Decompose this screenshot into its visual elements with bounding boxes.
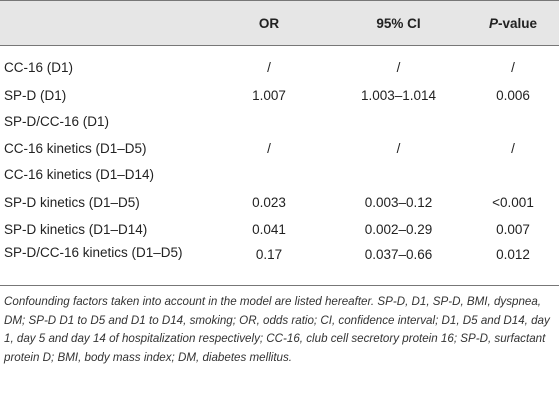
row-or: / bbox=[267, 141, 271, 156]
header-p-rest: -value bbox=[497, 16, 538, 31]
table-row: SP-D kinetics (D1–D5) 0.023 0.003–0.12 <… bbox=[0, 188, 559, 217]
table-footnote: Confounding factors taken into account i… bbox=[4, 295, 550, 364]
header-or: OR bbox=[258, 16, 280, 31]
row-p: 0.007 bbox=[496, 222, 530, 237]
row-or: / bbox=[267, 60, 271, 75]
row-p: 0.012 bbox=[496, 247, 530, 262]
table-header: OR 95% CI P-value bbox=[0, 0, 559, 46]
row-label: CC-16 kinetics (D1–D14) bbox=[4, 167, 155, 182]
row-p: / bbox=[511, 60, 515, 75]
header-p-italic: P bbox=[488, 16, 498, 31]
header-ci: 95% CI bbox=[376, 16, 421, 31]
row-label: SP-D kinetics (D1–D14) bbox=[4, 222, 148, 237]
table-row: CC-16 kinetics (D1–D5) / / / bbox=[0, 134, 559, 163]
row-ci: 0.037–0.66 bbox=[364, 247, 433, 262]
row-or: 0.041 bbox=[252, 222, 286, 237]
row-or bbox=[219, 160, 319, 189]
table-row: CC-16 kinetics (D1–D14) bbox=[0, 160, 559, 189]
table-bottom-rule bbox=[0, 285, 559, 286]
table-row: SP-D kinetics (D1–D14) 0.041 0.002–0.29 … bbox=[0, 215, 559, 244]
row-or bbox=[219, 107, 319, 136]
row-or: 0.17 bbox=[255, 247, 283, 262]
table-row: SP-D/CC-16 kinetics (D1–D5) 0.17 0.037–0… bbox=[0, 240, 559, 284]
row-label: CC-16 (D1) bbox=[4, 60, 74, 75]
row-p bbox=[465, 107, 559, 136]
row-p: / bbox=[511, 141, 515, 156]
table-row: SP-D/CC-16 (D1) bbox=[0, 107, 559, 136]
row-ci: / bbox=[396, 60, 401, 75]
table-row: SP-D (D1) 1.007 1.003–1.014 0.006 bbox=[0, 81, 559, 110]
row-label: SP-D/CC-16 (D1) bbox=[4, 114, 110, 129]
row-p bbox=[465, 160, 559, 189]
row-p: 0.006 bbox=[496, 88, 530, 103]
table-row: CC-16 (D1) / / / bbox=[0, 53, 559, 82]
row-label: CC-16 kinetics (D1–D5) bbox=[4, 141, 147, 156]
row-ci: 1.003–1.014 bbox=[360, 88, 437, 103]
row-ci: 0.002–0.29 bbox=[364, 222, 433, 237]
row-or: 1.007 bbox=[252, 88, 286, 103]
header-p-value: P-value bbox=[465, 1, 559, 47]
row-ci: / bbox=[396, 141, 401, 156]
row-label: SP-D/CC-16 kinetics (D1–D5) bbox=[4, 245, 183, 260]
row-ci: 0.003–0.12 bbox=[364, 195, 433, 210]
row-label: SP-D (D1) bbox=[4, 88, 67, 103]
row-ci bbox=[341, 107, 456, 136]
row-or: 0.023 bbox=[252, 195, 286, 210]
row-label: SP-D kinetics (D1–D5) bbox=[4, 195, 140, 210]
row-p: <0.001 bbox=[492, 195, 534, 210]
row-ci bbox=[341, 160, 456, 189]
